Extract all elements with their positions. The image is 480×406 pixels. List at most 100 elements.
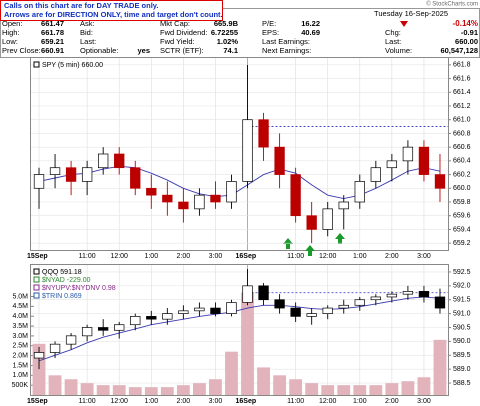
x-tick-label: 2:00	[385, 398, 399, 405]
candle-body	[338, 304, 349, 309]
legend-swatch	[33, 268, 40, 275]
field-label: Next Earnings:	[262, 46, 311, 55]
volume-bar	[144, 387, 158, 395]
candle-body	[65, 167, 77, 182]
candle-body	[114, 153, 125, 169]
field-label: Optionable:	[80, 46, 118, 55]
legend-swatch	[33, 61, 40, 68]
y-tick-label: 590.5	[453, 324, 471, 331]
y2-tick-label: 4.0M	[12, 313, 28, 320]
candle-body	[306, 215, 317, 230]
y-tick-label: 660.6	[453, 144, 471, 151]
candle-body	[65, 335, 77, 345]
candle-body	[210, 194, 221, 203]
candle-body	[322, 208, 333, 230]
y2-tick-label: 1.0M	[12, 372, 28, 379]
candle-body	[49, 343, 61, 353]
field-label: Open:	[2, 19, 22, 28]
up-arrow	[283, 238, 293, 249]
candle-body	[146, 316, 157, 320]
notice: Arrows are for DIRECTION ONLY, time and …	[4, 10, 223, 19]
field-label: Low:	[2, 37, 18, 46]
field-value: 1.02%	[217, 37, 239, 46]
x-tick-label: 12:00	[319, 253, 337, 260]
candle-body	[338, 201, 349, 210]
legend-entry: $TRIN 0.869	[42, 293, 82, 300]
candle-body	[162, 313, 173, 320]
legend-swatch	[33, 284, 40, 291]
x-tick-label: 3:00	[417, 398, 431, 405]
x-tick-label: 1:00	[144, 398, 158, 405]
field-label: Fwd Dividend:	[160, 28, 208, 37]
volume-bar	[433, 339, 447, 395]
x-tick-label: 11:00	[79, 253, 96, 260]
field-value: -0.91	[461, 28, 478, 37]
candle-body	[81, 327, 93, 337]
header: Calls on this chart are for DAY TRADE on…	[0, 0, 480, 58]
copyright: © StockCharts.com	[426, 1, 478, 8]
date: Tuesday 16-Sep-2025	[374, 9, 448, 18]
x-tick-label: 1:00	[353, 398, 367, 405]
arrows	[283, 233, 345, 256]
field-label: Bid:	[80, 28, 93, 37]
volume-bar	[321, 385, 335, 395]
x-tick-label: 12:00	[319, 398, 337, 405]
field-value: 60,547,128	[440, 46, 478, 55]
volume-bar	[273, 375, 287, 395]
candle-body	[226, 181, 237, 203]
x-tick-label: 2:00	[177, 253, 191, 260]
candle-body	[290, 174, 301, 217]
candle-body	[290, 307, 301, 317]
volume-bar	[305, 383, 319, 395]
y-tick-label: 591.5	[453, 297, 471, 304]
y2-tick-label: 500K	[12, 382, 29, 389]
x-tick-label: 3:00	[417, 253, 431, 260]
field-value: 665.9B	[214, 19, 239, 28]
legend-entry: $NYUPV:$NYDNV 0.98	[42, 285, 116, 292]
volume-bar	[209, 379, 222, 395]
candle-body	[418, 146, 430, 175]
candle-body	[386, 293, 398, 298]
up-arrow	[335, 233, 345, 244]
candle-body	[98, 327, 109, 331]
volume-bar	[112, 385, 126, 395]
y-tick-label: 660.0	[453, 185, 471, 192]
candle-body	[210, 307, 221, 314]
y2-tick-label: 5.0M	[12, 293, 28, 300]
change-pct: -0.14%	[453, 19, 478, 28]
volume-bar	[353, 385, 367, 395]
volume-bar	[369, 385, 383, 395]
y2-tick-label: 2.0M	[12, 352, 28, 359]
x-tick-label: 15Sep	[27, 253, 48, 260]
y-tick-label: 592.5	[453, 269, 471, 276]
y-tick-label: 588.5	[453, 380, 471, 387]
field-label: EPS:	[262, 28, 279, 37]
candle-body	[81, 167, 93, 182]
candle-body	[386, 160, 398, 169]
x-tick-label: 1:00	[353, 253, 367, 260]
y-tick-label: 659.2	[453, 240, 471, 247]
y2-tick-label: 3.0M	[12, 333, 28, 340]
x-tick-label: 11:00	[79, 398, 96, 405]
y2-tick-label: 3.5M	[12, 323, 28, 330]
candle-body	[258, 119, 269, 148]
field-value: 660.00	[455, 37, 478, 46]
y-tick-label: 660.8	[453, 130, 471, 137]
y-tick-label: 661.2	[453, 103, 471, 110]
y-tick-label: 661.0	[453, 117, 471, 124]
field-value: 659.21	[41, 37, 64, 46]
field-label: Fwd Yield:	[160, 37, 195, 46]
candle-body	[146, 187, 157, 196]
volume-bar	[417, 377, 431, 395]
y-tick-label: 591.0	[453, 310, 471, 317]
field-label: Mkt Cap:	[160, 19, 190, 28]
field-label: P/E:	[262, 19, 276, 28]
notice: Calls on this chart are for DAY TRADE on…	[4, 1, 158, 10]
legend-entry: QQQ 591.18	[42, 269, 82, 276]
volume-bar	[337, 385, 351, 395]
volume-bar	[48, 375, 62, 395]
legend-swatch	[33, 292, 40, 299]
up-arrow	[305, 245, 315, 256]
